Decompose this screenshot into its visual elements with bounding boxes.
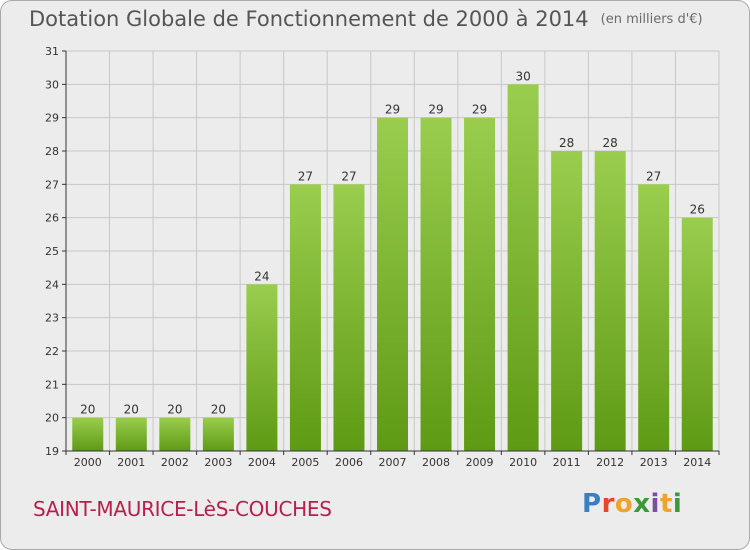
data-label: 28 — [603, 136, 618, 150]
x-tick-label: 2008 — [422, 456, 450, 469]
logo-letter: i — [650, 489, 660, 519]
logo-letter: o — [614, 489, 634, 519]
x-tick-label: 2010 — [509, 456, 537, 469]
y-tick-label: 22 — [45, 345, 59, 358]
x-tick-label: 2006 — [335, 456, 363, 469]
y-tick-label: 28 — [45, 145, 59, 158]
data-label: 24 — [254, 269, 269, 283]
bar-2001[interactable] — [115, 417, 147, 451]
bar-2011[interactable] — [551, 151, 583, 451]
x-tick-label: 2013 — [640, 456, 668, 469]
bar-2013[interactable] — [638, 184, 670, 452]
data-label: 29 — [428, 103, 443, 117]
x-tick-label: 2014 — [683, 456, 711, 469]
logo-letter: x — [633, 489, 651, 519]
logo-letter: r — [601, 489, 615, 519]
y-tick-label: 24 — [45, 278, 59, 291]
bar-2000[interactable] — [72, 417, 104, 451]
y-tick-label: 21 — [45, 378, 59, 391]
y-tick-label: 29 — [45, 112, 59, 125]
logo-letter: i — [672, 489, 683, 519]
y-tick-label: 26 — [45, 212, 59, 225]
data-label: 27 — [646, 169, 661, 183]
x-tick-label: 2012 — [596, 456, 624, 469]
x-tick-label: 2003 — [204, 456, 232, 469]
data-label: 26 — [690, 203, 705, 217]
bar-2009[interactable] — [464, 117, 496, 452]
data-label: 29 — [385, 103, 400, 117]
commune-name: SAINT-MAURICE-LèS-COUCHES — [33, 497, 332, 521]
data-label: 27 — [341, 169, 356, 183]
bar-2004[interactable] — [246, 284, 278, 451]
title-text: Dotation Globale de Fonctionnement de 20… — [29, 7, 589, 31]
x-tick-label: 2000 — [74, 456, 102, 469]
y-tick-label: 25 — [45, 245, 59, 258]
data-label: 30 — [515, 69, 530, 83]
x-tick-label: 2002 — [161, 456, 189, 469]
data-label: 20 — [124, 403, 139, 417]
logo-letter: t — [659, 489, 673, 519]
data-label: 29 — [472, 103, 487, 117]
y-tick-label: 23 — [45, 312, 59, 325]
data-label: 20 — [167, 403, 182, 417]
bar-2010[interactable] — [507, 84, 539, 451]
bar-2014[interactable] — [681, 217, 713, 451]
bar-2012[interactable] — [594, 151, 626, 451]
x-tick-label: 2011 — [553, 456, 581, 469]
y-tick-label: 27 — [45, 178, 59, 191]
data-label: 27 — [298, 169, 313, 183]
bar-2008[interactable] — [420, 117, 452, 452]
unit-label: (en milliers d'€) — [600, 12, 703, 27]
bar-2002[interactable] — [159, 417, 191, 451]
x-tick-label: 2009 — [466, 456, 494, 469]
y-tick-label: 30 — [45, 78, 59, 91]
x-tick-label: 2005 — [291, 456, 319, 469]
logo-letter: P — [582, 489, 602, 519]
data-label: 28 — [559, 136, 574, 150]
proxiti-logo[interactable]: Proxiti — [582, 489, 682, 519]
bar-2007[interactable] — [377, 117, 408, 452]
bar-2003[interactable] — [202, 417, 234, 451]
y-tick-label: 20 — [45, 412, 59, 425]
x-tick-label: 2007 — [379, 456, 407, 469]
axes: 19 20 21 22 23 24 25 26 27 28 29 30 31 2000 2001 2002 20… — [45, 45, 720, 469]
y-tick-label: 19 — [45, 445, 59, 458]
x-tick-label: 2004 — [248, 456, 276, 469]
chart-title: Dotation Globale de Fonctionnement de 20… — [29, 7, 703, 31]
y-tick-label: 31 — [45, 45, 59, 58]
bars: 20 20 20 20 24 27 27 29 29 29 30 28 28 27 26 — [72, 69, 713, 452]
x-tick-label: 2001 — [117, 456, 145, 469]
bar-2006[interactable] — [333, 184, 365, 452]
data-label: 20 — [211, 403, 226, 417]
bar-2005[interactable] — [289, 184, 321, 452]
data-label: 20 — [80, 403, 95, 417]
